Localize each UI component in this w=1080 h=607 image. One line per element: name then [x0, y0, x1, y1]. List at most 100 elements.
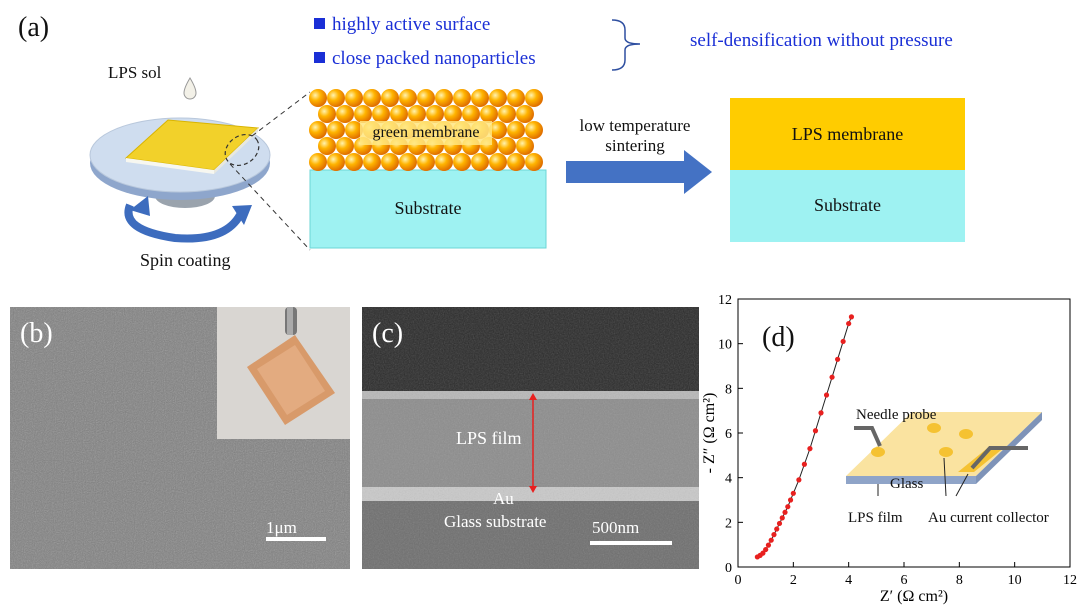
nanoparticle — [471, 153, 489, 171]
x-tick-label: 2 — [790, 573, 797, 588]
glass-label: Glass — [890, 476, 924, 492]
y-tick-label: 10 — [718, 338, 732, 353]
nanoparticle — [480, 105, 498, 123]
droplet-icon — [183, 77, 197, 100]
nanoparticle — [336, 137, 354, 155]
data-point — [796, 477, 802, 483]
nanoparticle — [507, 89, 525, 107]
needle-probe-icon — [854, 426, 882, 447]
nanoparticle — [309, 121, 327, 139]
nanoparticle — [525, 153, 543, 171]
lps-sol-label: LPS sol — [108, 63, 162, 82]
y-tick-label: 8 — [725, 382, 732, 397]
nanoparticle — [345, 153, 363, 171]
data-point — [774, 526, 780, 532]
lps-film-inset-label: LPS film — [848, 510, 903, 526]
data-point — [790, 490, 796, 496]
spin-coating-label: Spin coating — [140, 250, 231, 270]
lps-membrane-label: LPS membrane — [791, 124, 904, 144]
nanoparticle — [453, 89, 471, 107]
nanoparticle — [309, 153, 327, 171]
y-tick-label: 12 — [718, 293, 732, 308]
panel-c-label: (c) — [372, 318, 404, 349]
scale-bar-b-label: 1μm — [266, 518, 297, 537]
substrate-right — [730, 170, 965, 242]
data-point — [768, 537, 774, 543]
nanoparticle — [318, 105, 336, 123]
nanoparticle — [507, 153, 525, 171]
scale-bar-b — [266, 537, 326, 541]
nanoparticle — [525, 121, 543, 139]
nyquist-chart: 0 2 4 6 8 10 12 0 2 4 6 8 10 12 Z′ (Ω cm²) - Z″ (Ω cm²) — [701, 293, 1077, 605]
needle-probe-label: Needle probe — [856, 407, 937, 423]
sintering-label-line2: sintering — [605, 136, 665, 155]
sintering-arrow-shaft — [566, 161, 684, 183]
nanoparticle — [516, 105, 534, 123]
brace-icon — [611, 19, 641, 71]
nanoparticle — [489, 89, 507, 107]
data-point — [779, 515, 785, 521]
au-label: Au — [493, 489, 514, 508]
nanoparticle — [444, 105, 462, 123]
bullet-square-icon — [314, 18, 325, 29]
x-tick-label: 6 — [901, 573, 908, 588]
panel-d-label: (d) — [762, 322, 795, 353]
nanoparticle — [489, 153, 507, 171]
lps-film-surface — [846, 412, 1042, 476]
nanoparticle — [471, 89, 489, 107]
nanoparticle — [327, 121, 345, 139]
nanoparticle — [390, 105, 408, 123]
data-point — [801, 461, 807, 467]
nanoparticle — [327, 89, 345, 107]
data-point — [785, 504, 791, 510]
nanoparticle — [435, 153, 453, 171]
bullet-text: highly active surface — [332, 14, 491, 35]
bullet-text: close packed nanoparticles — [332, 48, 536, 69]
rotate-arrow-icon — [232, 205, 252, 225]
substrate-right-label: Substrate — [814, 195, 881, 215]
sintering-arrow-icon — [684, 150, 712, 194]
x-axis-title: Z′ (Ω cm²) — [880, 588, 948, 605]
data-point — [835, 356, 841, 362]
au-collector-label: Au current collector — [928, 510, 1049, 526]
glass-substrate-label: Glass substrate — [444, 512, 547, 531]
data-point — [807, 446, 813, 452]
bullet-square-icon — [314, 52, 325, 63]
nanoparticle — [453, 153, 471, 171]
nanoparticle — [417, 153, 435, 171]
y-axis-title: - Z″ (Ω cm²) — [701, 393, 718, 474]
substrate-left-label: Substrate — [394, 198, 462, 218]
data-point — [782, 509, 788, 515]
nanoparticle — [408, 105, 426, 123]
bullet-close-packed: close packed nanoparticles — [314, 48, 536, 70]
data-point — [840, 338, 846, 345]
lps-membrane-block — [730, 98, 965, 170]
y-tick-label: 6 — [725, 427, 732, 442]
nanoparticle — [381, 153, 399, 171]
panel-b-label: (b) — [20, 318, 53, 349]
nanoparticle — [507, 121, 525, 139]
data-point — [823, 392, 830, 398]
nanoparticle — [372, 105, 390, 123]
data-point — [771, 532, 777, 538]
sem-image-cross-section — [362, 307, 699, 569]
y-tick-label: 0 — [725, 561, 732, 576]
sintering-label: low temperature sintering — [560, 116, 710, 156]
nanoparticle — [345, 89, 363, 107]
data-point — [765, 542, 772, 548]
nanoparticle — [489, 121, 507, 139]
data-point — [818, 410, 824, 416]
nanoparticle — [399, 153, 417, 171]
nanoparticle — [345, 121, 363, 139]
device-inset — [846, 412, 1042, 497]
nanoparticle — [399, 89, 417, 107]
nanoparticle — [516, 137, 534, 155]
scale-bar-c — [590, 541, 672, 545]
nanoparticle — [435, 89, 453, 107]
panel-a-label: (a) — [18, 12, 50, 43]
data-point — [776, 520, 783, 527]
bullet-highly-active: highly active surface — [314, 14, 490, 36]
nanoparticle — [381, 89, 399, 107]
y-tick-label: 4 — [725, 472, 732, 487]
nanoparticle — [327, 153, 345, 171]
